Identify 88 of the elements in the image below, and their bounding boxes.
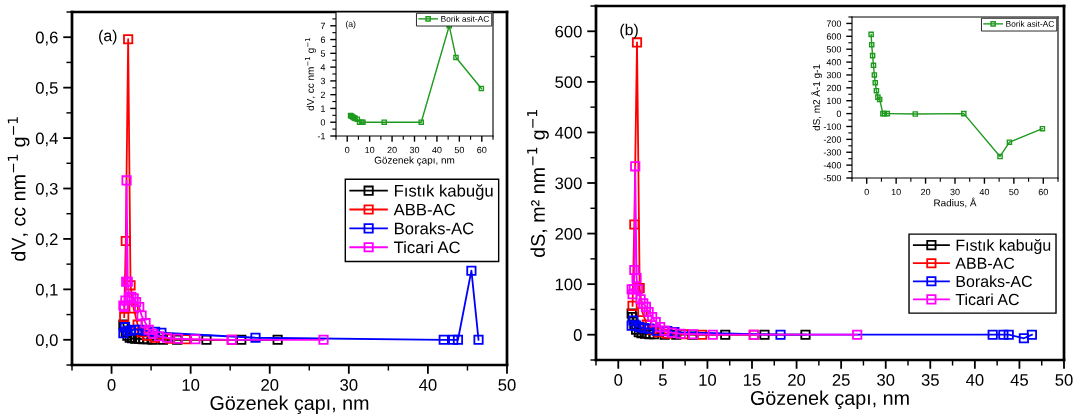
x-tick-label: 40	[965, 374, 984, 386]
y-axis-title: dS, m² nm$^{−1}$ g$^{−1}$	[527, 110, 549, 258]
x-tick-label: 20	[387, 146, 397, 154]
x-tick-label: 50	[1009, 188, 1019, 196]
y-tick-label: 300	[826, 71, 842, 79]
x-tick-label: 10	[699, 374, 717, 386]
legend-label: ABB-AC	[955, 257, 1015, 269]
y-tick-label: -500	[823, 174, 842, 182]
y-tick-label: 5	[320, 50, 326, 57]
y-tick-label: 400	[554, 126, 582, 139]
x-tick-label: 0	[614, 374, 623, 386]
y-tick-label: 2	[320, 91, 325, 98]
y-tick-label: -400	[823, 162, 842, 169]
y-tick-label: 1	[321, 105, 325, 112]
y-tick-label: 0	[320, 119, 326, 126]
x-tick-label: 30	[409, 146, 420, 154]
x-tick-label: 35	[921, 374, 939, 386]
y-tick-label: 200	[826, 84, 842, 92]
y-tick-label: 700	[826, 20, 842, 27]
annotation: (a)	[99, 29, 117, 45]
x-tick-label: 30	[877, 374, 895, 386]
x-tick-label: 25	[832, 374, 850, 386]
y-tick-label: -100	[823, 123, 842, 130]
y-tick-label: 0,2	[35, 233, 58, 248]
y-tick-label: 0,0	[35, 334, 58, 348]
legend-label: Ticari AC	[955, 293, 1019, 306]
y-tick-label: 300	[555, 177, 582, 190]
x-tick-label: 0	[345, 146, 350, 154]
y-tick-label: 100	[827, 97, 842, 105]
x-tick-label: 40	[419, 379, 437, 391]
y-tick-label: 200	[555, 227, 582, 240]
y-tick-label: 600	[555, 25, 582, 38]
y-tick-label: 0,5	[35, 82, 58, 96]
x-axis-title: Gözenek çapı, nm	[374, 156, 455, 166]
x-tick-label: 50	[454, 146, 465, 154]
x-tick-label: 20	[921, 188, 931, 196]
y-axis-title: dV, cc nm$^{−1}$ g$^{−1}$	[7, 117, 30, 261]
y-tick-label: 0	[836, 110, 842, 117]
x-tick-label: 40	[432, 146, 442, 154]
x-tick-label: 50	[1055, 374, 1073, 386]
x-axis-title: Gözenek çapı, nm	[210, 395, 369, 415]
y-tick-label: 4	[320, 64, 326, 71]
y-axis-title: dV, cc nm$^{−1}$ g$^{−1}$	[305, 38, 316, 111]
y-tick-label: 600	[826, 33, 842, 40]
y-tick-label: 6	[320, 36, 326, 43]
legend-label: Fıstık kabuğu	[394, 184, 493, 200]
y-axis-title: dS, m2 Å-1 g-1	[811, 64, 822, 131]
y-tick-label: 0	[573, 329, 582, 341]
y-tick-label: 500	[555, 76, 582, 89]
y-tick-label: 0,6	[35, 31, 58, 46]
y-tick-label: 500	[826, 46, 842, 53]
legend-label: Fıstık kabuğu	[956, 238, 1051, 255]
x-tick-label: 50	[498, 379, 516, 391]
x-tick-label: 40	[979, 188, 990, 196]
annotation: (a)	[345, 20, 356, 29]
x-tick-label: 60	[477, 146, 487, 154]
legend-label: Ticari AC	[394, 241, 460, 254]
x-tick-label: 10	[891, 188, 901, 196]
legend-label: Boraks-AC	[956, 275, 1032, 288]
y-tick-label: -1	[317, 133, 325, 140]
x-tick-label: 30	[950, 188, 960, 196]
x-tick-label: 60	[1038, 188, 1048, 196]
x-tick-label: 0	[107, 379, 116, 391]
y-tick-label: 100	[555, 278, 582, 291]
legend-label: ABB-AC	[393, 203, 456, 216]
y-tick-label: 3	[320, 77, 326, 85]
x-tick-label: 45	[1010, 374, 1028, 386]
y-tick-label: 7	[320, 22, 325, 30]
x-tick-label: 15	[744, 374, 761, 386]
x-tick-label: 30	[340, 379, 358, 391]
legend-label: Borik asit-AC	[441, 15, 489, 22]
x-tick-label: 10	[182, 379, 200, 391]
x-tick-label: 5	[658, 374, 667, 386]
y-tick-label: 0,4	[35, 132, 58, 147]
x-tick-label: 20	[788, 374, 806, 386]
legend-label: Borik asit-AC	[1006, 20, 1054, 27]
x-axis-title: Radius, Å	[934, 197, 977, 208]
x-tick-label: 10	[365, 146, 375, 154]
annotation: (b)	[620, 23, 638, 39]
legend-label: Boraks-AC	[394, 222, 474, 235]
x-axis-title: Gözenek çapı, nm	[750, 390, 909, 410]
y-tick-label: 0,1	[35, 283, 58, 298]
y-tick-label: -300	[823, 149, 842, 156]
y-tick-label: 400	[826, 59, 842, 66]
x-tick-label: 20	[261, 379, 279, 391]
x-tick-label: 0	[864, 188, 869, 196]
y-tick-label: 0,3	[35, 182, 58, 197]
y-tick-label: -200	[823, 136, 842, 143]
